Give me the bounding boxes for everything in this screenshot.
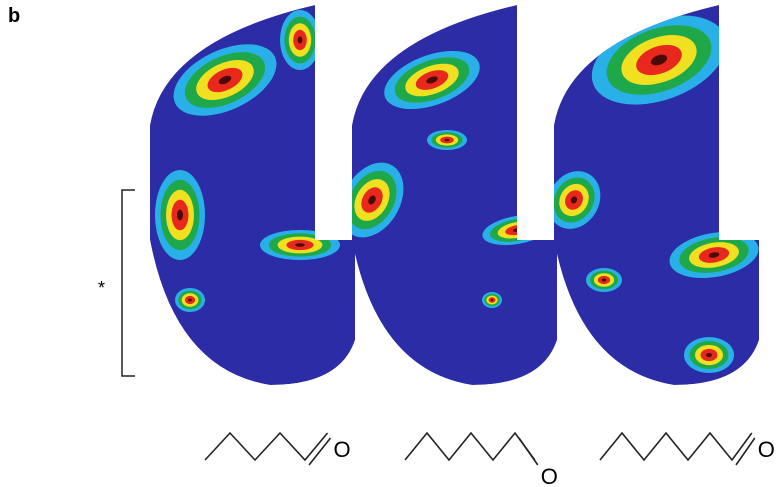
double-bond — [308, 437, 332, 466]
map-layer — [554, 5, 759, 385]
activity-blob — [444, 138, 450, 142]
activity-map — [352, 5, 557, 385]
activity-blob — [188, 298, 192, 302]
atom-label: O — [758, 437, 775, 462]
activity-blob — [295, 243, 305, 247]
bracket — [121, 189, 135, 377]
bond — [404, 431, 536, 462]
bracket-label: * — [98, 278, 105, 298]
activity-blob — [706, 352, 712, 358]
map-layer — [150, 5, 355, 385]
activity-blob — [650, 54, 668, 66]
double-bond — [518, 437, 539, 466]
activity-blob — [708, 252, 720, 258]
atom-label: O — [334, 437, 351, 462]
atom-label: O — [541, 464, 558, 487]
activity-map — [150, 5, 355, 385]
bond — [204, 431, 329, 462]
activity-blob — [218, 75, 232, 85]
activity-blob — [368, 195, 376, 205]
map-layer — [352, 5, 557, 385]
double-bond — [735, 437, 756, 466]
bond — [599, 431, 753, 462]
activity-blob — [177, 209, 183, 221]
activity-blob — [490, 299, 494, 301]
activity-map — [554, 5, 759, 385]
activity-blob — [426, 76, 438, 84]
activity-blob — [601, 278, 607, 282]
panel-label: b — [8, 5, 20, 27]
activity-blob — [297, 36, 303, 44]
activity-blob — [570, 196, 578, 204]
